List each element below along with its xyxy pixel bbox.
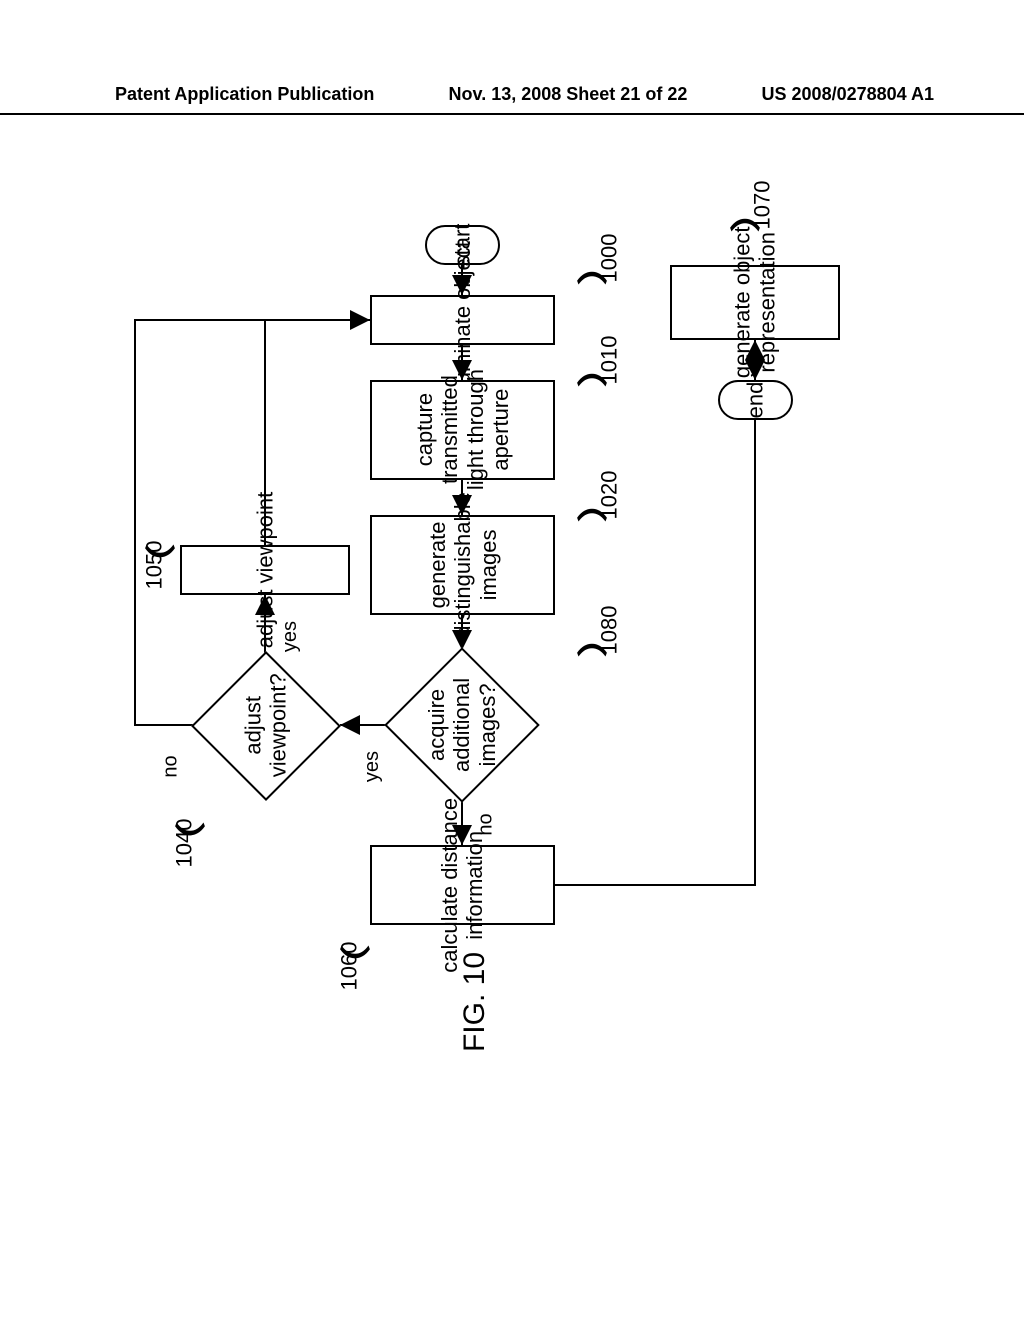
- n1040-label: adjust viewpoint?: [240, 674, 291, 778]
- ref-1020: 1020: [596, 471, 622, 520]
- end-label: end: [743, 382, 769, 419]
- page-header: Patent Application Publication Nov. 13, …: [0, 84, 1024, 115]
- ref-1050: 1050: [141, 541, 167, 590]
- n1060-label: calculate distance information: [437, 798, 488, 973]
- figure-label: FIG. 10: [458, 952, 492, 1052]
- process-1050: adjust viewpoint: [180, 545, 350, 595]
- decision-1040: adjust viewpoint?: [193, 653, 338, 798]
- process-1070: generate object representation: [670, 265, 840, 340]
- process-1000: illuminate object: [370, 295, 555, 345]
- edge-1040-no: no: [160, 755, 183, 777]
- ref-1070: 1070: [749, 181, 775, 230]
- ref-1010: 1010: [596, 336, 622, 385]
- process-1060: calculate distance information: [370, 845, 555, 925]
- flowchart: start illuminate object ⌒ 1000 capture t…: [115, 225, 905, 1115]
- terminator-end: end: [718, 380, 793, 420]
- process-1020: generate distinguishable images: [370, 515, 555, 615]
- edge-1040-yes: yes: [279, 621, 302, 652]
- n1020-label: generate distinguishable images: [425, 492, 501, 638]
- process-1010: capture transmitted light through apertu…: [370, 380, 555, 480]
- header-left: Patent Application Publication: [115, 84, 374, 105]
- n1050-label: adjust viewpoint: [252, 492, 278, 649]
- ref-1080: 1080: [596, 606, 622, 655]
- header-center: Nov. 13, 2008 Sheet 21 of 22: [449, 84, 688, 105]
- ref-1000: 1000: [596, 234, 622, 283]
- ref-1060: 1060: [336, 942, 362, 991]
- ref-1040: 1040: [171, 819, 197, 868]
- n1080-label: acquire additional images?: [424, 650, 500, 800]
- decision-1080: acquire additional images?: [387, 650, 537, 800]
- edge-1080-yes: yes: [361, 751, 384, 782]
- header-right: US 2008/0278804 A1: [762, 84, 934, 105]
